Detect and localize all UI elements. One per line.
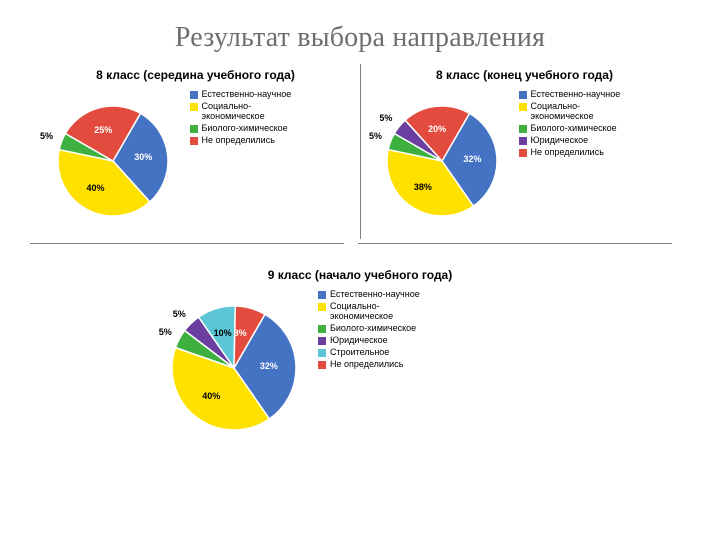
legend: Естественно-научное Социально- экономичес… xyxy=(519,84,621,157)
slice-label: 30% xyxy=(134,152,152,162)
chart-grade8-end: 8 класс (конец учебного года) 32% 38% 5% 5%… xyxy=(365,64,685,249)
legend-item: Юридическое xyxy=(318,336,420,346)
chart-title: 9 класс (начало учебного года) xyxy=(150,264,570,284)
legend-item: Не определились xyxy=(519,148,621,158)
legend-label: Социально- экономическое xyxy=(202,102,265,122)
legend-swatch xyxy=(318,361,326,369)
legend-swatch xyxy=(519,137,527,145)
legend-swatch xyxy=(318,325,326,333)
legend-item: Биолого-химическое xyxy=(519,124,621,134)
chart-title: 8 класс (конец учебного года) xyxy=(365,64,685,84)
slice-label: 25% xyxy=(94,125,112,135)
legend-label: Биолого-химическое xyxy=(202,124,288,134)
legend-swatch xyxy=(190,91,198,99)
legend-item: Не определились xyxy=(318,360,420,370)
slice-label: 40% xyxy=(87,183,105,193)
slide-container: { "page": { "title": "Результат выбора н… xyxy=(0,0,720,540)
slice-label: 20% xyxy=(428,124,446,134)
slice-label: 32% xyxy=(260,361,278,371)
legend-label: Биолого-химическое xyxy=(531,124,617,134)
horizontal-divider xyxy=(30,243,344,244)
legend-item: Естественно-научное xyxy=(519,90,621,100)
legend-item: Строительное xyxy=(318,348,420,358)
chart-grade8-mid: 8 класс (середина учебного года) 30% 40% 5… xyxy=(36,64,356,249)
legend-item: Естественно-научное xyxy=(190,90,292,100)
legend-swatch xyxy=(318,349,326,357)
legend-item: Социально- экономическое xyxy=(318,302,420,322)
pie-chart: 32% 40% 5%5% 10%8% xyxy=(150,284,318,452)
chart-title: 8 класс (середина учебного года) xyxy=(36,64,356,84)
legend-label: Не определились xyxy=(202,136,275,146)
legend-swatch xyxy=(519,125,527,133)
legend-item: Юридическое xyxy=(519,136,621,146)
legend-label: Строительное xyxy=(330,348,389,358)
legend-label: Не определились xyxy=(330,360,403,370)
top-row: 8 класс (середина учебного года) 30% 40% 5… xyxy=(0,64,720,249)
legend-item: Биолого-химическое xyxy=(190,124,292,134)
legend-item: Естественно-научное xyxy=(318,290,420,300)
legend-label: Биолого-химическое xyxy=(330,324,416,334)
legend-item: Социально- экономическое xyxy=(190,102,292,122)
legend-label: Юридическое xyxy=(531,136,589,146)
legend-label: Не определились xyxy=(531,148,604,158)
chart-grade9-start: 9 класс (начало учебного года) 32% 40% 5%5… xyxy=(150,264,570,474)
legend-label: Социально- экономическое xyxy=(330,302,393,322)
page-title: Результат выбора направления xyxy=(0,0,720,64)
legend-swatch xyxy=(190,137,198,145)
slice-label: 5% xyxy=(173,309,186,319)
vertical-divider xyxy=(360,64,361,239)
slice-label: 8% xyxy=(234,328,247,338)
slice-label: 32% xyxy=(463,154,481,164)
slice-label: 10% xyxy=(214,328,232,338)
legend-label: Социально- экономическое xyxy=(531,102,594,122)
legend-swatch xyxy=(519,149,527,157)
pie-chart: 30% 40% 5% 25% xyxy=(36,84,190,238)
legend-swatch xyxy=(519,91,527,99)
legend-swatch xyxy=(318,337,326,345)
slice-label: 5% xyxy=(379,113,392,123)
bottom-row: 9 класс (начало учебного года) 32% 40% 5%5… xyxy=(0,249,720,474)
pie-chart: 32% 38% 5% 5% 20% xyxy=(365,84,519,238)
legend-item: Социально- экономическое xyxy=(519,102,621,122)
legend-label: Естественно-научное xyxy=(531,90,621,100)
legend-swatch xyxy=(318,303,326,311)
slice-label: 5% xyxy=(159,327,172,337)
legend: Естественно-научное Социально- экономичес… xyxy=(190,84,292,145)
slice-label: 38% xyxy=(414,182,432,192)
legend-swatch xyxy=(190,103,198,111)
legend-swatch xyxy=(519,103,527,111)
legend-swatch xyxy=(318,291,326,299)
horizontal-divider xyxy=(358,243,672,244)
legend-item: Не определились xyxy=(190,136,292,146)
legend: Естественно-научное Социально- экономичес… xyxy=(318,284,420,369)
slice-label: 5% xyxy=(369,131,382,141)
slice-label: 5% xyxy=(40,131,53,141)
legend-label: Юридическое xyxy=(330,336,388,346)
slice-label: 40% xyxy=(202,391,220,401)
legend-swatch xyxy=(190,125,198,133)
legend-item: Биолого-химическое xyxy=(318,324,420,334)
legend-label: Естественно-научное xyxy=(330,290,420,300)
legend-label: Естественно-научное xyxy=(202,90,292,100)
